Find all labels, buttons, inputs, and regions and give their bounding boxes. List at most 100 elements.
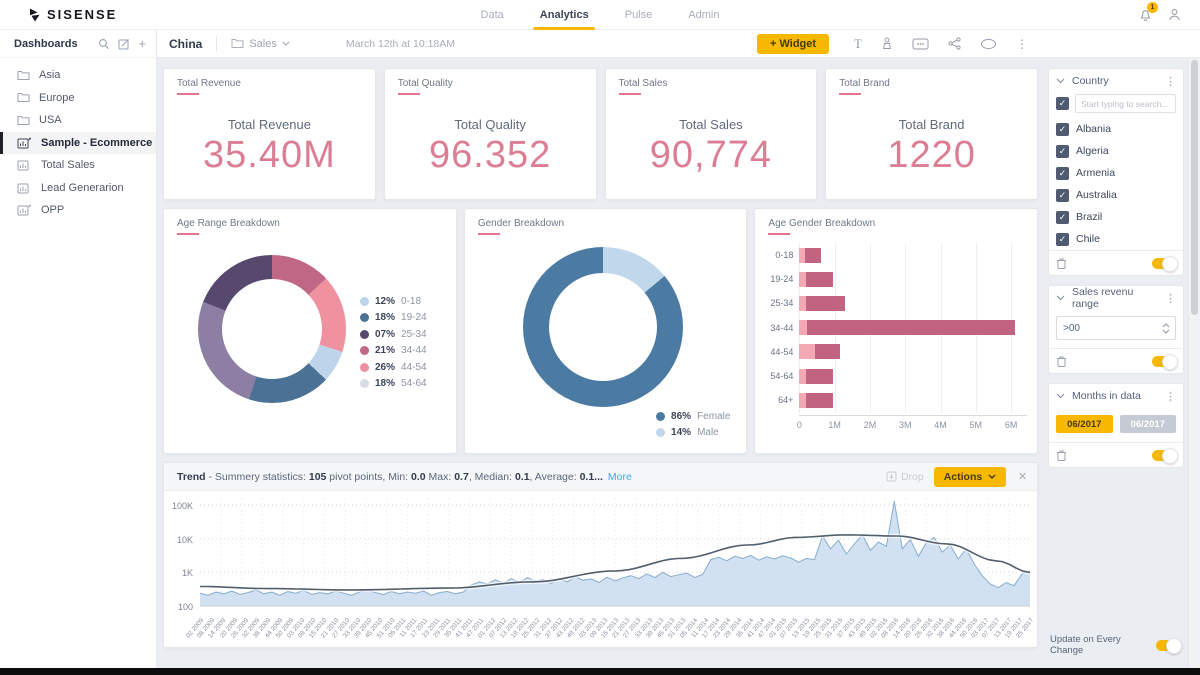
bar-x-tick: 4M: [934, 420, 947, 430]
kpi-value: 90,774: [649, 134, 772, 176]
country-checkbox[interactable]: ✓: [1056, 210, 1069, 224]
legend-label: 54-64: [401, 378, 427, 390]
sidebar-dashboard-opp[interactable]: OPP: [0, 199, 156, 222]
tab-pulse[interactable]: Pulse: [624, 8, 653, 21]
country-row-armenia: ✓ Armenia: [1049, 162, 1183, 184]
legend-percent: 12%: [375, 295, 396, 307]
last-updated-timestamp: March 12th at 10:18AM: [345, 37, 456, 50]
collapse-chevron-icon[interactable]: [1056, 393, 1065, 399]
actions-button[interactable]: Actions: [933, 466, 1007, 487]
country-row-algeria: ✓ Algeria: [1049, 140, 1183, 162]
close-icon[interactable]: ×: [1018, 468, 1027, 485]
text-tool-icon[interactable]: T: [854, 35, 862, 51]
dashboard-icon: [17, 182, 32, 194]
tab-analytics[interactable]: Analytics: [533, 0, 595, 30]
add-widget-button[interactable]: + Widget: [757, 33, 830, 54]
country-row-brazil: ✓ Brazil: [1049, 206, 1183, 228]
widget-title-accent: [177, 93, 199, 95]
select-all-checkbox[interactable]: ✓: [1056, 97, 1069, 110]
kpi-row: Total Revenue Total Revenue 35.40M Total …: [163, 68, 1038, 200]
trend-stats-part: - Summery statistics:: [205, 470, 309, 483]
sidebar-folder-usa[interactable]: USA: [0, 109, 156, 132]
filter-country: Country ⋮ ✓ ✓ Albania✓ Algeria✓ Armenia✓…: [1048, 68, 1184, 276]
user-profile-icon[interactable]: [1167, 7, 1182, 22]
folder-icon: [17, 92, 30, 103]
tab-data[interactable]: Data: [480, 8, 504, 21]
top-right-actions: 1: [1138, 2, 1182, 22]
sidebar-dashboard-lead-generarion[interactable]: Lead Generarion: [0, 177, 156, 200]
filter-enabled-toggle[interactable]: [1152, 255, 1178, 272]
legend-dot: [656, 411, 666, 421]
sidebar-folder-europe[interactable]: Europe: [0, 87, 156, 110]
logo-text: SISENSE: [47, 7, 118, 22]
slideshow-icon[interactable]: [912, 38, 929, 50]
trash-icon[interactable]: [1056, 355, 1067, 367]
sales-range-input[interactable]: [1057, 322, 1162, 334]
sidebar-dashboard-sample-ecommerce[interactable]: Sample - Ecommerce: [0, 131, 156, 154]
new-dashboard-button[interactable]: +: [138, 36, 146, 51]
bar: [799, 271, 1027, 287]
bar-segment-light: [799, 320, 808, 336]
country-checkbox[interactable]: ✓: [1056, 188, 1069, 202]
country-label: Albania: [1076, 123, 1112, 135]
legend-percent: 18%: [375, 312, 396, 324]
sidebar-item-label: Sample - Ecommerce: [41, 136, 153, 149]
filter-menu-icon[interactable]: ⋮: [1165, 75, 1176, 88]
legend-percent: 07%: [375, 328, 396, 340]
widget-title: Total Sales: [618, 78, 668, 89]
chevron-down-icon[interactable]: [1162, 329, 1170, 334]
filter-enabled-toggle[interactable]: [1152, 353, 1178, 370]
comment-icon[interactable]: [980, 38, 997, 50]
country-checkbox[interactable]: ✓: [1056, 166, 1069, 180]
trash-icon[interactable]: [1056, 257, 1067, 269]
sidebar-folder-asia[interactable]: Asia: [0, 64, 156, 87]
legend-item-0-18: 12% 0-18: [360, 293, 427, 310]
trend-stats-part: 105: [308, 470, 327, 483]
filter-menu-icon[interactable]: ⋮: [1165, 292, 1176, 305]
more-options-icon[interactable]: ⋮: [1016, 36, 1028, 51]
dashboard-icon: [17, 137, 32, 149]
bar-row-0-18: 0-18: [775, 243, 1027, 267]
collapse-chevron-icon[interactable]: [1056, 295, 1065, 301]
country-search-input[interactable]: [1075, 94, 1176, 113]
filter-menu-icon[interactable]: ⋮: [1165, 390, 1176, 403]
country-checkbox[interactable]: ✓: [1056, 232, 1069, 246]
bar-category-label: 54-64: [770, 371, 794, 382]
country-checkbox[interactable]: ✓: [1056, 144, 1069, 158]
tab-admin[interactable]: Admin: [688, 8, 720, 21]
kpi-value: 1220: [887, 134, 976, 176]
widget-title: Total Brand: [839, 78, 890, 89]
country-checkbox[interactable]: ✓: [1056, 122, 1069, 136]
bar-segment-light: [799, 295, 806, 311]
more-link[interactable]: More: [607, 470, 632, 483]
edit-icon[interactable]: [118, 38, 130, 50]
trend-stats-part: 0.7: [454, 470, 469, 483]
collapse-chevron-icon[interactable]: [1056, 78, 1065, 84]
month-to-button[interactable]: 06/2017: [1119, 415, 1176, 433]
folder-selector[interactable]: Sales: [231, 38, 290, 50]
bottom-black-bar: [0, 668, 1200, 675]
filter-enabled-toggle[interactable]: [1152, 447, 1178, 464]
month-from-button[interactable]: 06/2017: [1056, 415, 1113, 433]
update-toggle[interactable]: [1156, 637, 1182, 654]
bar-row-44-54: 44-54: [770, 340, 1027, 364]
style-icon[interactable]: [881, 37, 893, 50]
bar-segment-dark: [805, 271, 833, 287]
bar-category-label: 19-24: [770, 274, 794, 285]
notifications-button[interactable]: 1: [1138, 2, 1158, 22]
trash-icon[interactable]: [1056, 449, 1067, 461]
sidebar-item-label: Europe: [39, 91, 75, 104]
stepper-control[interactable]: [1162, 322, 1175, 334]
chevron-up-icon[interactable]: [1162, 322, 1170, 328]
legend-percent: 21%: [375, 345, 396, 357]
sidebar-dashboard-total-sales[interactable]: Total Sales: [0, 154, 156, 177]
legend-dot: [360, 379, 369, 389]
bar-segment-light: [799, 368, 806, 384]
scrollbar-thumb[interactable]: [1191, 60, 1198, 315]
share-icon[interactable]: [948, 37, 961, 50]
search-icon[interactable]: [98, 38, 110, 50]
kpi-label: Total Quality: [454, 117, 526, 132]
kpi-label: Total Revenue: [227, 117, 311, 132]
dashboard-icon: [17, 204, 32, 216]
dashboard-content: Total Revenue Total Revenue 35.40M Total …: [157, 58, 1200, 668]
